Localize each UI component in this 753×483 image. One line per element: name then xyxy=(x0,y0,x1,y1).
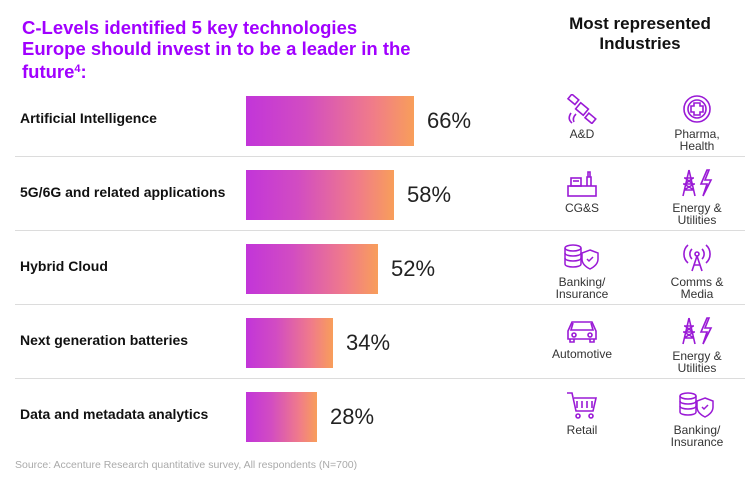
row-divider xyxy=(15,156,745,157)
category-label: Next generation batteries xyxy=(20,332,189,348)
value-label: 52% xyxy=(391,256,436,281)
industry-label: Banking/ Insurance xyxy=(670,423,724,449)
chart-title: C-Levels identified 5 key technologies E… xyxy=(22,17,411,82)
industry-label: Banking/ Insurance xyxy=(555,275,609,301)
shopping-cart-icon xyxy=(542,390,622,420)
row-divider xyxy=(15,230,745,231)
coins-shield-icon xyxy=(542,242,622,272)
industry-item: Comms & Media xyxy=(657,242,737,300)
coins-shield-icon xyxy=(657,390,737,420)
industry-label: A&D xyxy=(569,127,595,141)
industry-item: Banking/ Insurance xyxy=(542,242,622,300)
title-footnote: 4 xyxy=(74,63,81,75)
value-label: 28% xyxy=(330,404,375,429)
antenna-icon xyxy=(657,242,737,272)
bar xyxy=(246,96,414,146)
bar xyxy=(246,244,378,294)
pharma-cross-icon xyxy=(657,94,737,124)
bar xyxy=(246,392,317,442)
satellite-icon xyxy=(542,94,622,124)
value-label: 66% xyxy=(427,108,472,133)
industry-label: Pharma, Health xyxy=(674,127,720,153)
industry-item: CG&S xyxy=(542,168,622,214)
source-note: Source: Accenture Research quantitative … xyxy=(15,459,358,471)
industry-label: Retail xyxy=(566,423,598,437)
row-divider xyxy=(15,304,745,305)
industry-label: Energy & Utilities xyxy=(672,349,722,375)
category-label: Hybrid Cloud xyxy=(20,258,108,274)
industry-item: Retail xyxy=(542,390,622,436)
industry-label: Energy & Utilities xyxy=(672,201,722,227)
industry-label: Comms & Media xyxy=(670,275,724,301)
industry-item: Energy & Utilities xyxy=(657,316,737,374)
value-label: 34% xyxy=(346,330,391,355)
industry-item: A&D xyxy=(542,94,622,140)
row-divider xyxy=(15,378,745,379)
industry-item: Energy & Utilities xyxy=(657,168,737,226)
industries-title: Most represented Industries xyxy=(569,14,711,53)
industry-label: CG&S xyxy=(564,201,599,215)
category-label: Artificial Intelligence xyxy=(20,110,157,126)
category-label: 5G/6G and related applications xyxy=(20,184,226,200)
energy-tower-icon xyxy=(657,168,737,198)
industry-item: Pharma, Health xyxy=(657,94,737,152)
category-label: Data and metadata analytics xyxy=(20,406,209,422)
energy-tower-icon xyxy=(657,316,737,346)
value-label: 58% xyxy=(407,182,452,207)
bar xyxy=(246,170,394,220)
industry-item: Automotive xyxy=(542,316,622,360)
consumer-goods-icon xyxy=(542,168,622,198)
industry-item: Banking/ Insurance xyxy=(657,390,737,448)
bar xyxy=(246,318,333,368)
car-icon xyxy=(542,316,622,344)
industry-label: Automotive xyxy=(551,347,613,361)
